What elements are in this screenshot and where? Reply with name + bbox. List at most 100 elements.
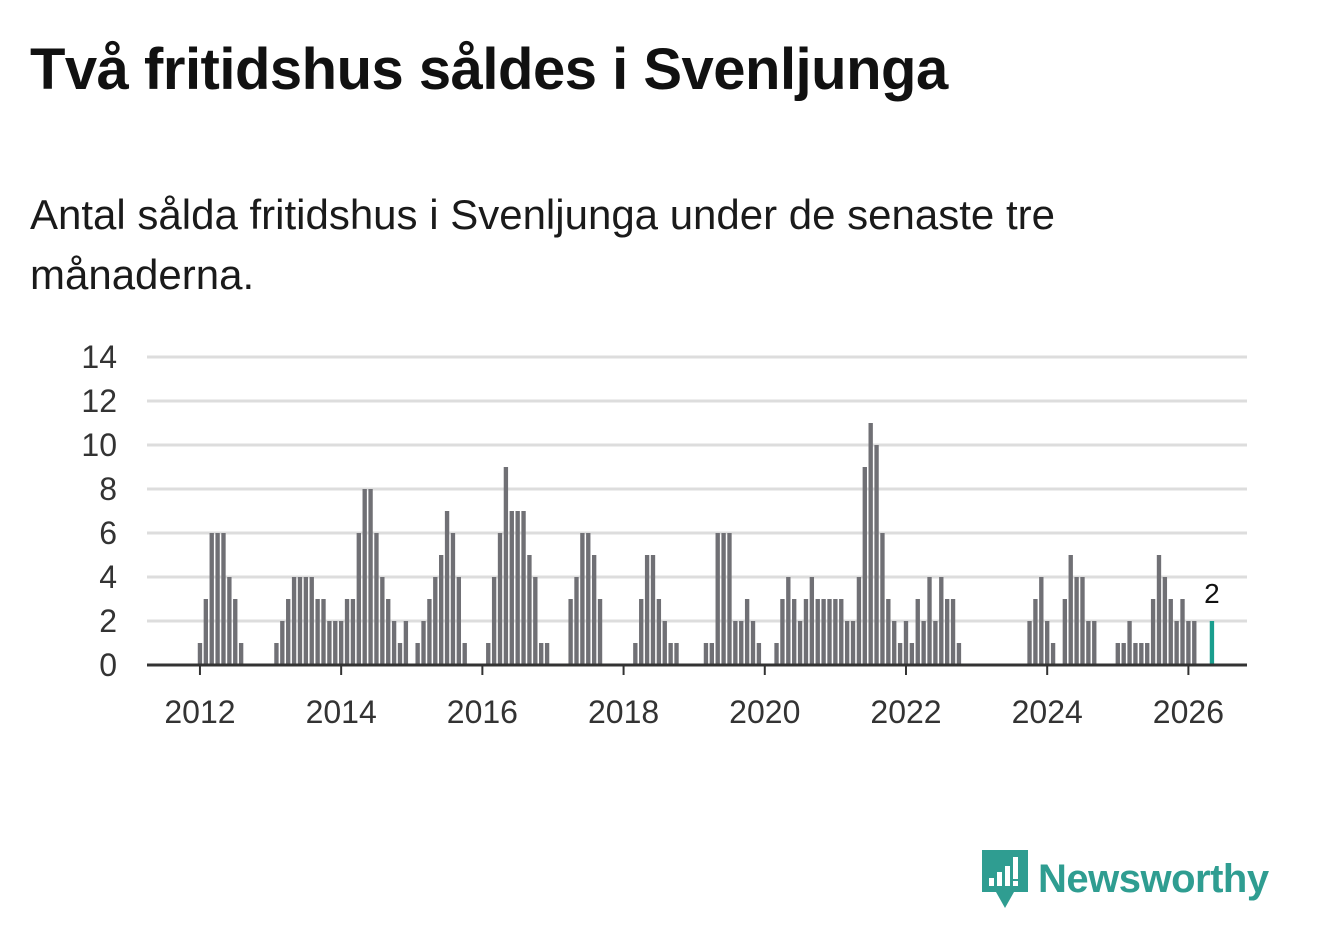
y-tick-label: 0 <box>99 647 117 683</box>
bar <box>1156 555 1162 665</box>
bar <box>950 599 956 665</box>
bar <box>509 511 514 665</box>
bar <box>1115 643 1120 665</box>
x-tick-label: 2016 <box>447 694 518 730</box>
bar <box>238 643 244 665</box>
bar <box>368 489 373 665</box>
bar <box>1133 643 1138 665</box>
bar <box>921 621 926 665</box>
bar <box>1027 621 1032 665</box>
bar <box>597 599 603 665</box>
bar <box>486 643 491 665</box>
y-tick-label: 2 <box>99 603 117 639</box>
bar <box>874 445 879 665</box>
bar <box>933 621 938 665</box>
bar <box>421 621 426 665</box>
chart-subtitle: Antal sålda fritidshus i Svenljunga unde… <box>30 191 1055 298</box>
bar <box>956 643 962 665</box>
y-tick-label: 8 <box>99 471 117 507</box>
bar <box>321 599 326 665</box>
bar <box>750 621 756 665</box>
bar <box>1080 577 1085 665</box>
bar <box>280 621 285 665</box>
bar <box>1074 577 1079 665</box>
bar <box>568 599 573 665</box>
x-tick-label: 2012 <box>164 694 235 730</box>
bar <box>644 555 650 665</box>
bar <box>909 643 915 665</box>
bar <box>1162 577 1168 665</box>
bar <box>880 533 885 665</box>
bar <box>338 621 344 665</box>
x-tick-label: 2022 <box>870 694 941 730</box>
bar <box>391 621 397 665</box>
x-tick-label: 2026 <box>1153 694 1224 730</box>
bar <box>397 643 403 665</box>
bar <box>427 599 432 665</box>
bar <box>580 533 585 665</box>
y-tick-label: 14 <box>81 339 117 375</box>
x-axis-ticks: 2012 2014 2016 2018 2020 2022 2024 2026 <box>164 665 1224 730</box>
bar <box>374 533 379 665</box>
bar <box>462 643 467 665</box>
bar <box>274 643 279 665</box>
bar <box>927 577 932 665</box>
gridlines <box>147 355 1247 623</box>
bar <box>727 533 732 665</box>
bar <box>491 577 497 665</box>
bar <box>1174 621 1179 665</box>
bar <box>286 599 291 665</box>
bar <box>703 643 709 665</box>
bar <box>827 599 832 665</box>
bar <box>1192 621 1197 665</box>
bar <box>944 599 950 665</box>
y-tick-label: 6 <box>99 515 117 551</box>
bar <box>786 577 791 665</box>
bar <box>303 577 309 665</box>
bar <box>415 643 420 665</box>
bar <box>527 555 532 665</box>
bar <box>744 599 750 665</box>
bar <box>1180 599 1185 665</box>
bar <box>780 599 785 665</box>
bar <box>650 555 656 665</box>
bar <box>315 599 320 665</box>
bar <box>656 599 662 665</box>
bar <box>756 643 762 665</box>
bar <box>850 621 856 665</box>
bar <box>833 599 838 665</box>
newsworthy-logo-icon <box>982 850 1028 908</box>
y-tick-label: 12 <box>81 383 117 419</box>
bar <box>291 577 297 665</box>
bar <box>733 621 738 665</box>
bar <box>403 621 409 665</box>
bar <box>715 533 720 665</box>
bar <box>1045 621 1050 665</box>
bar <box>497 533 503 665</box>
bar <box>774 643 779 665</box>
bar <box>344 599 350 665</box>
bar <box>1127 621 1132 665</box>
bar <box>539 643 544 665</box>
bar <box>1168 599 1173 665</box>
bar <box>1186 621 1191 665</box>
bar <box>591 555 597 665</box>
bar <box>203 599 209 665</box>
bar <box>1033 599 1038 665</box>
bar <box>503 467 509 665</box>
highlight-value-label: 2 <box>1204 578 1220 609</box>
bar <box>221 533 226 665</box>
bar <box>297 577 303 665</box>
bar <box>797 621 803 665</box>
bar <box>839 599 844 665</box>
bar <box>350 599 356 665</box>
bar <box>586 533 591 665</box>
bar <box>450 533 456 665</box>
bar <box>792 599 797 665</box>
bar <box>456 577 462 665</box>
bar <box>362 489 367 665</box>
bar <box>1150 599 1156 665</box>
bar <box>868 423 873 665</box>
bar <box>633 643 638 665</box>
bar <box>815 599 820 665</box>
